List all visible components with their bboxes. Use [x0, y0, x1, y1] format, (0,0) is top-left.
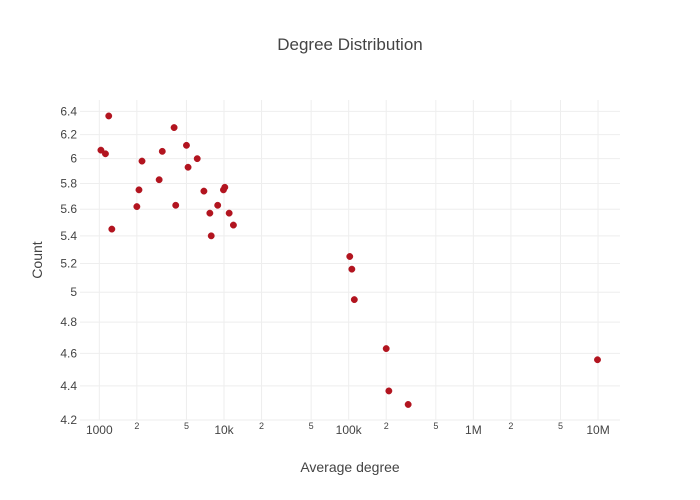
data-point — [350, 296, 358, 304]
data-point — [184, 163, 192, 171]
x-tick-label: 5 — [558, 421, 563, 431]
data-point — [172, 201, 180, 209]
x-tick-label: 1M — [465, 423, 482, 437]
data-point — [385, 387, 393, 395]
data-point — [348, 265, 356, 273]
y-tick-label: 5.6 — [60, 202, 77, 216]
x-tick-label: 100k — [336, 423, 363, 437]
y-tick-label: 4.2 — [60, 413, 77, 427]
data-point — [170, 124, 178, 132]
data-point — [135, 186, 143, 194]
data-point — [229, 221, 237, 229]
x-tick-label: 2 — [508, 421, 513, 431]
y-axis-ticks: 4.2 4.4 4.6 4.8 5 5.2 5.4 5.6 5.8 6 6.2 6.4 — [60, 104, 77, 427]
x-tick-label: 10M — [586, 423, 609, 437]
x-axis-title: Average degree — [300, 459, 400, 475]
x-tick-label: 1000 — [86, 423, 113, 437]
data-point — [138, 157, 146, 165]
x-tick-label: 5 — [433, 421, 438, 431]
data-point — [133, 203, 141, 211]
data-point — [225, 209, 233, 217]
x-tick-label: 2 — [259, 421, 264, 431]
y-tick-label: 4.8 — [60, 315, 77, 329]
y-tick-label: 5 — [70, 285, 77, 299]
y-tick-label: 4.6 — [60, 346, 77, 360]
chart-title: Degree Distribution — [277, 35, 423, 54]
x-tick-label: 5 — [184, 421, 189, 431]
y-tick-label: 5.2 — [60, 257, 77, 271]
data-point — [382, 345, 390, 353]
data-point — [214, 201, 222, 209]
data-point — [108, 225, 116, 233]
x-axis-ticks: 1000 2 5 10k 2 5 100k 2 5 1M 2 5 10M — [86, 421, 610, 437]
y-tick-label: 6 — [70, 152, 77, 166]
data-point — [200, 187, 208, 195]
data-point — [183, 141, 190, 149]
gridlines — [80, 100, 620, 421]
y-tick-label: 6.4 — [60, 104, 77, 118]
data-point — [97, 146, 105, 154]
data-point — [102, 150, 109, 158]
y-tick-label: 4.4 — [60, 379, 77, 393]
y-tick-label: 5.4 — [60, 229, 77, 243]
data-point — [346, 253, 354, 260]
y-tick-label: 6.2 — [60, 128, 77, 142]
data-points — [97, 112, 601, 408]
data-point — [105, 112, 113, 120]
data-point — [193, 155, 201, 163]
data-point — [594, 356, 601, 364]
x-tick-label: 5 — [309, 421, 314, 431]
x-tick-label: 2 — [134, 421, 139, 431]
data-point — [207, 232, 215, 240]
data-point — [158, 147, 166, 155]
y-tick-label: 5.8 — [60, 176, 77, 190]
data-point — [155, 176, 163, 184]
x-tick-label: 2 — [384, 421, 389, 431]
data-point — [404, 401, 412, 408]
y-axis-title: Count — [29, 241, 45, 278]
x-tick-label: 10k — [214, 423, 234, 437]
data-point — [221, 183, 229, 191]
data-point — [206, 209, 214, 217]
